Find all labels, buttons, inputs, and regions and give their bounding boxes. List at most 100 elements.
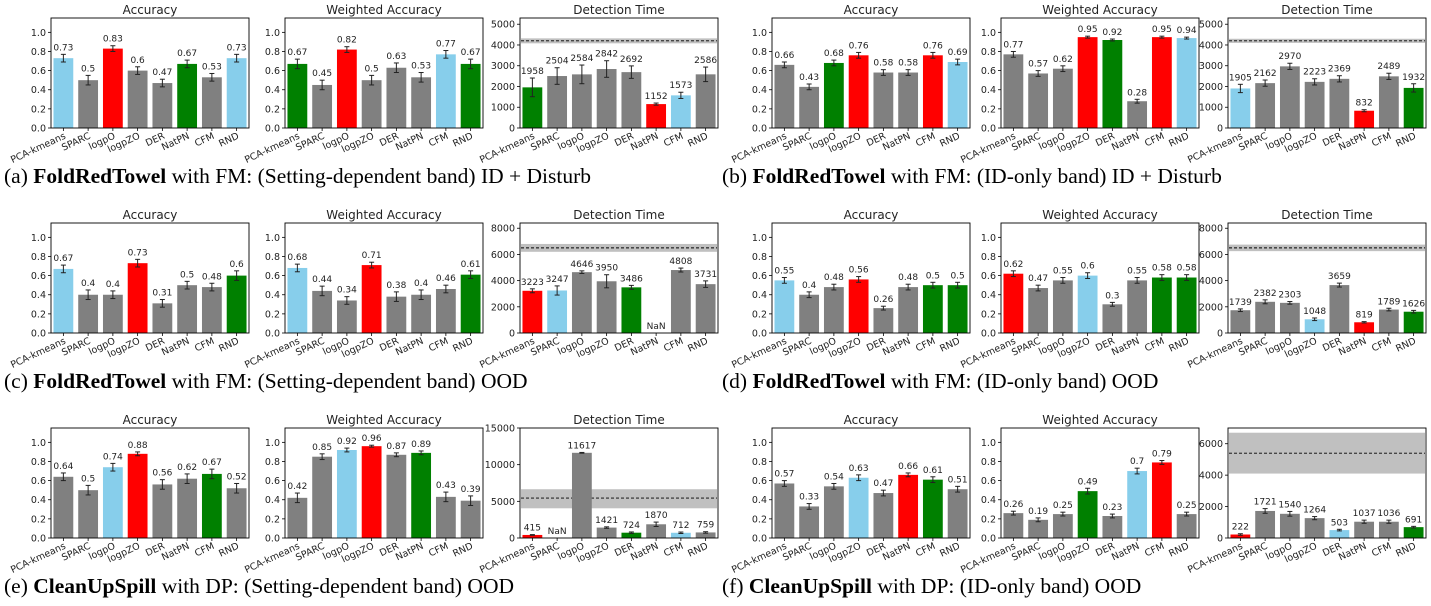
y-tick-label: 0.0 <box>31 124 46 135</box>
x-tick-label: NatPN <box>160 541 191 563</box>
bar <box>596 281 617 333</box>
chart-title: Accuracy <box>844 3 899 17</box>
x-tick-label: RND <box>938 541 962 560</box>
y-tick-label: 2000 <box>1199 302 1223 313</box>
bar <box>1304 81 1325 128</box>
x-tick-label: NatPN <box>629 131 660 153</box>
data-label: 2162 <box>1254 69 1277 79</box>
data-label: 0.33 <box>799 493 819 503</box>
y-tick-label: 1.0 <box>981 28 996 39</box>
plot-frame <box>519 17 719 129</box>
x-tick-label: NatPN <box>1337 131 1368 153</box>
bar <box>571 452 592 538</box>
chart-title: Detection Time <box>573 413 664 427</box>
bar <box>78 490 99 538</box>
y-tick-label: 0 <box>509 329 515 340</box>
bar <box>201 77 222 128</box>
data-label: 0.94 <box>1177 26 1197 36</box>
y-tick-label: 1000 <box>1199 103 1223 114</box>
bar <box>774 483 795 538</box>
x-tick-label: PCA-kmeans <box>9 336 68 371</box>
bar <box>1279 302 1300 333</box>
y-tick-label: 0.2 <box>31 309 46 320</box>
data-label: 0.3 <box>1105 291 1119 301</box>
y-tick-label: 8000 <box>1199 224 1223 235</box>
bar <box>695 284 716 333</box>
y-tick-label: 0.8 <box>752 47 767 58</box>
data-label: 3223 <box>521 278 544 288</box>
y-tick-label: 0.2 <box>752 514 767 525</box>
data-label: 0.88 <box>128 441 148 451</box>
y-tick-label: 0 <box>1217 534 1223 545</box>
bar <box>848 279 869 333</box>
caption-label: (e) <box>4 574 28 598</box>
data-label: 0.56 <box>152 469 172 479</box>
y-tick-label: 4000 <box>1199 471 1223 482</box>
bar <box>947 62 968 128</box>
y-tick-label: 0.8 <box>31 252 46 263</box>
bar <box>799 294 820 333</box>
y-tick-label: 0.2 <box>981 309 996 320</box>
y-tick-label: 4000 <box>1199 276 1223 287</box>
y-tick-label: 0.4 <box>752 495 767 506</box>
y-tick-label: 0.6 <box>265 66 280 77</box>
x-tick-label: PCA-kmeans <box>243 131 302 166</box>
bar <box>547 290 568 333</box>
bar <box>922 285 943 333</box>
data-label: 0.66 <box>774 51 794 61</box>
x-tick-label: CFM <box>1370 541 1393 560</box>
y-tick-label: 0.4 <box>31 495 46 506</box>
bar <box>774 280 795 333</box>
data-label: 1421 <box>595 516 618 526</box>
bar <box>823 287 844 333</box>
data-label: 1870 <box>645 511 668 521</box>
y-tick-label: 0.6 <box>981 476 996 487</box>
bar <box>670 532 691 538</box>
bar <box>848 55 869 128</box>
x-tick-label: NatPN <box>160 131 191 153</box>
x-tick-label: RND <box>686 336 710 355</box>
data-label: 0.79 <box>1152 450 1172 460</box>
x-tick-label: RND <box>451 131 475 150</box>
caption-task: CleanUpSpill <box>748 574 872 598</box>
chart-panel: Accuracy 0.0 0.2 0.4 0.6 0.8 1.0 0.73 PCA-kmeans… <box>9 3 250 166</box>
bar <box>152 83 173 128</box>
data-label: 2369 <box>1328 65 1351 75</box>
y-tick-label: 0.2 <box>981 104 996 115</box>
x-tick-label: PCA-kmeans <box>959 336 1018 371</box>
data-label: 0.63 <box>386 52 406 62</box>
x-tick-label: NatPN <box>394 131 425 153</box>
x-tick-label: RND <box>1167 541 1191 560</box>
plot-frame <box>284 222 484 334</box>
data-label: 0.85 <box>312 443 332 453</box>
data-label: 0.19 <box>1028 507 1048 517</box>
bar <box>1127 471 1148 538</box>
x-tick-label: PCA-kmeans <box>243 541 302 576</box>
bar <box>1403 311 1424 333</box>
x-tick-label: RND <box>686 131 710 150</box>
x-tick-label: PCA-kmeans <box>243 336 302 371</box>
plot-frame <box>1227 222 1427 334</box>
y-tick-label: 0.4 <box>752 290 767 301</box>
y-tick-label: 1.0 <box>31 438 46 449</box>
data-label: 1573 <box>669 81 692 91</box>
bar <box>102 48 123 128</box>
x-tick-label: NatPN <box>1337 336 1368 358</box>
chart-title: Weighted Accuracy <box>326 208 441 222</box>
y-tick-label: 0.6 <box>265 476 280 487</box>
data-label: 0.68 <box>287 253 307 263</box>
bar <box>312 84 333 128</box>
plot-frame <box>1227 427 1427 539</box>
data-label: 0.31 <box>152 289 172 299</box>
bar <box>127 263 148 333</box>
bar <box>1028 73 1049 128</box>
bar <box>1255 83 1276 128</box>
bar <box>1329 78 1350 128</box>
x-tick-label: RND <box>217 131 241 150</box>
data-label: NaN <box>548 527 567 537</box>
bar <box>361 265 382 333</box>
y-tick-label: 1.0 <box>265 28 280 39</box>
x-tick-label: RND <box>1394 541 1418 560</box>
bar <box>78 294 99 333</box>
bar <box>1378 521 1399 538</box>
